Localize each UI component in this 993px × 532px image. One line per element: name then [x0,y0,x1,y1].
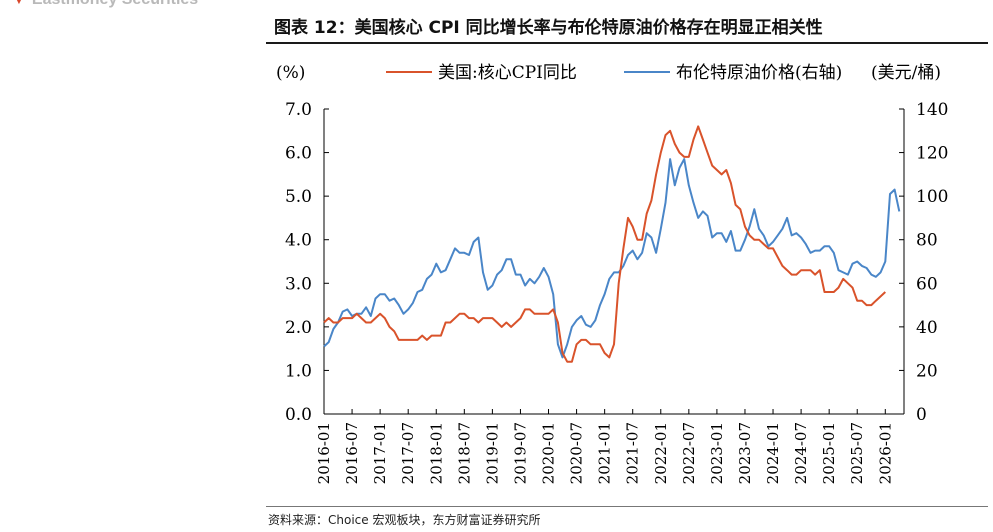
y-right-tick-label: 0 [916,405,927,425]
chart-legend: (%) (美元/桶) 美国:核心CPI同比 布伦特原油价格(右轴) [276,63,941,83]
y-right-tick-label: 20 [916,361,938,381]
x-tick-label: 2020-07 [568,422,586,484]
x-tick-label: 2025-01 [820,422,838,484]
right-unit-label: (美元/桶) [871,63,941,83]
x-tick-label: 2018-01 [427,422,445,484]
legend-label-cpi: 美国:核心CPI同比 [438,63,577,83]
chart-series [323,125,901,363]
x-tick-label: 2024-07 [792,422,810,484]
y-left-tick-label: 2.0 [285,318,312,338]
legend-label-brent: 布伦特原油价格(右轴) [676,63,842,83]
x-tick-label: 2021-01 [596,422,614,484]
y-left-tick-label: 5.0 [285,187,312,207]
y-left-tick-label: 3.0 [285,274,312,294]
chart-title: 图表 12：美国核心 CPI 同比增长率与布伦特原油价格存在明显正相关性 [274,18,823,38]
x-tick-label: 2016-07 [343,422,361,484]
y-left-tick-label: 0.0 [285,405,312,425]
x-tick-label: 2017-07 [399,422,417,484]
y-right-tick-label: 120 [916,144,948,164]
title-divider [266,42,988,44]
brand-triangle-icon: ▼ [14,0,24,7]
y-right-tick-label: 60 [916,274,938,294]
y-right-tick-label: 80 [916,231,938,251]
source-divider [266,506,988,507]
brand-name: Eastmoney Securities [32,0,198,8]
y-left-tick-label: 7.0 [285,100,312,120]
left-unit-label: (%) [276,63,305,83]
y-right-tick-label: 140 [916,100,948,120]
x-tick-label: 2024-01 [764,422,782,484]
y-right-tick-label: 40 [916,318,938,338]
x-tick-label: 2022-07 [680,422,698,484]
x-tick-label: 2025-07 [848,422,866,484]
x-tick-label: 2021-07 [624,422,642,484]
chart-axes: 0.0 1.0 2.0 3.0 4.0 5.0 6.0 7.0 0 20 40 60 80 100 120 1… [285,100,949,484]
x-tick-label: 2018-07 [455,422,473,484]
x-tick-label: 2017-01 [371,422,389,484]
x-tick-label: 2023-01 [708,422,726,484]
x-tick-label: 2016-01 [315,422,333,484]
x-tick-label: 2022-01 [652,422,670,484]
x-tick-label: 2019-01 [483,422,501,484]
x-tick-label: 2026-01 [876,422,894,484]
y-left-tick-label: 1.0 [285,361,312,381]
source-note: 资料来源：Choice 宏观板块，东方财富证券研究所 [268,513,541,527]
x-tick-label: 2019-07 [511,422,529,484]
y-left-tick-label: 6.0 [285,144,312,164]
y-right-tick-label: 100 [916,187,948,207]
x-tick-label: 2020-01 [540,422,558,484]
y-left-tick-label: 4.0 [285,231,312,251]
x-tick-label: 2023-07 [736,422,754,484]
brand-watermark: ▼ Eastmoney Securities [14,0,198,9]
core-cpi-line [323,125,886,363]
brent-oil-line [323,158,901,359]
